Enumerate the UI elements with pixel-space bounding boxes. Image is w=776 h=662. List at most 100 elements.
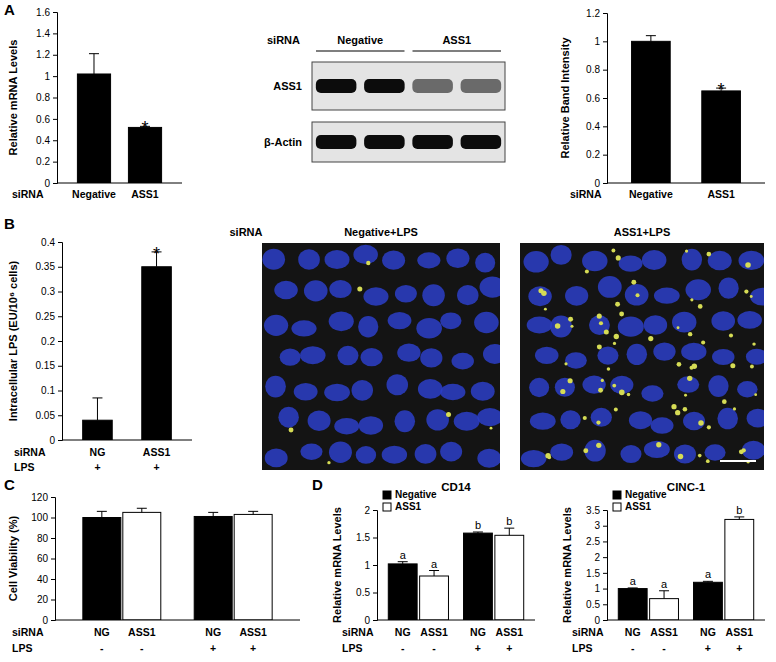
tick-label: 0.1 bbox=[41, 385, 55, 396]
nucleus bbox=[739, 251, 764, 270]
x-row-label: siRNA bbox=[342, 626, 374, 638]
nucleus bbox=[440, 384, 465, 400]
panel-label: B bbox=[4, 215, 15, 232]
tick-mark bbox=[58, 292, 62, 293]
bar bbox=[234, 514, 272, 620]
nucleus bbox=[644, 315, 668, 335]
lps-punctum bbox=[289, 428, 294, 433]
nucleus bbox=[642, 250, 667, 270]
lps-puncta bbox=[289, 261, 493, 464]
tick-label: 1.5 bbox=[356, 532, 370, 543]
nucleus bbox=[325, 250, 350, 269]
x-axis-line bbox=[607, 620, 765, 621]
nucleus bbox=[397, 343, 420, 361]
micrograph-background bbox=[520, 243, 764, 470]
x-tick-label: NG bbox=[700, 626, 716, 638]
nucleus bbox=[550, 444, 573, 461]
lps-punctum bbox=[706, 459, 710, 463]
bar bbox=[632, 41, 671, 183]
lps-punctum bbox=[619, 390, 625, 396]
blot-band bbox=[461, 79, 502, 93]
x-tick-label: ASS1 bbox=[131, 188, 159, 200]
tick-mark bbox=[53, 76, 57, 77]
nucleus bbox=[452, 353, 474, 370]
nucleus bbox=[618, 316, 644, 336]
x-tick-label: - bbox=[100, 642, 104, 654]
tick-label: 1 bbox=[364, 560, 370, 571]
nucleus bbox=[712, 349, 734, 365]
nucleus bbox=[457, 285, 478, 305]
x-row-label: siRNA bbox=[572, 626, 604, 638]
plot-area bbox=[388, 528, 523, 620]
nucleus bbox=[395, 410, 416, 432]
x-tick-label: + bbox=[736, 642, 742, 654]
micrograph bbox=[520, 243, 764, 470]
y-axis: 00.050.10.150.20.250.30.350.4 bbox=[36, 237, 63, 446]
lps-punctum bbox=[707, 252, 712, 257]
bar bbox=[83, 518, 121, 621]
lps-punctum bbox=[627, 393, 631, 397]
y-tick: 1.2 bbox=[586, 8, 607, 19]
lps-punctum bbox=[677, 326, 680, 329]
tick-label: 120 bbox=[31, 492, 48, 503]
y-axis-title: Relative mRNA Levels bbox=[331, 507, 343, 623]
tick-mark bbox=[603, 526, 607, 527]
nucleus bbox=[422, 284, 445, 306]
nucleus bbox=[291, 320, 316, 336]
lps-punctum bbox=[739, 449, 744, 454]
blot-membrane bbox=[312, 122, 505, 162]
nucleus bbox=[274, 281, 298, 299]
x-tick-label: Negative bbox=[629, 188, 673, 200]
x-tick-label: NG bbox=[625, 626, 641, 638]
lps-punctum bbox=[366, 261, 370, 265]
y-tick: 2 bbox=[594, 552, 607, 563]
lps-punctum bbox=[604, 329, 609, 334]
nuclei bbox=[262, 245, 500, 468]
tick-label: 1.5 bbox=[586, 568, 600, 579]
plot-area bbox=[632, 36, 741, 183]
nucleus bbox=[653, 342, 675, 360]
blot-membrane bbox=[312, 62, 505, 110]
micrographs: siRNANegative+LPSASS1+LPS bbox=[229, 226, 774, 470]
y-tick: 1.6 bbox=[36, 7, 57, 18]
tick-mark bbox=[58, 366, 62, 367]
nucleus bbox=[565, 352, 587, 369]
nucleus bbox=[359, 416, 383, 435]
nucleus bbox=[582, 251, 607, 272]
nucleus bbox=[446, 248, 469, 268]
figure: ABCD*00.20.40.60.811.21.41.6Relative mRN… bbox=[0, 0, 776, 662]
nucleus bbox=[475, 253, 495, 273]
nucleus bbox=[521, 450, 547, 467]
panel-label: A bbox=[4, 1, 15, 18]
figure-svg: ABCD*00.20.40.60.811.21.41.6Relative mRN… bbox=[0, 0, 776, 662]
nucleus bbox=[477, 408, 500, 426]
tick-label: 0 bbox=[594, 615, 600, 626]
significance-label: * bbox=[153, 244, 160, 264]
tick-mark bbox=[58, 267, 62, 268]
y-tick: 0.35 bbox=[36, 261, 62, 272]
nucleus bbox=[737, 381, 758, 397]
significance-label: b bbox=[506, 515, 512, 527]
lps-punctum bbox=[599, 321, 603, 325]
tick-mark bbox=[58, 440, 62, 441]
significance-label: b bbox=[736, 504, 742, 516]
tick-mark bbox=[53, 12, 57, 13]
error-bar bbox=[208, 512, 218, 516]
error-bar bbox=[398, 562, 408, 564]
nucleus bbox=[683, 412, 705, 430]
x-tick-label: ASS1 bbox=[420, 626, 448, 638]
tick-mark bbox=[51, 518, 55, 519]
nucleus bbox=[711, 311, 735, 331]
tick-mark bbox=[53, 33, 57, 34]
nucleus bbox=[530, 413, 556, 430]
y-tick: 1 bbox=[594, 36, 607, 47]
nucleus bbox=[324, 384, 350, 402]
x-axis-line bbox=[377, 620, 535, 621]
x-tick-label: - bbox=[401, 642, 405, 654]
bar bbox=[702, 91, 741, 183]
x-tick-label: ASS1 bbox=[496, 626, 524, 638]
blot-band bbox=[364, 135, 405, 149]
significance-label: * bbox=[718, 80, 725, 100]
y-axis-line bbox=[603, 511, 608, 621]
lps-punctum bbox=[688, 332, 692, 336]
